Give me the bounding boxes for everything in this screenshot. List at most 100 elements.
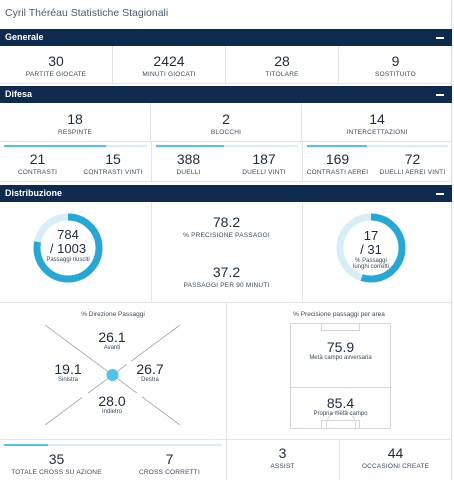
- stat-label: Propria metà campo: [313, 411, 368, 417]
- lunghi-value: 17: [363, 228, 379, 243]
- stat-label: Sinistra: [57, 377, 78, 383]
- progress-bar-aerei: [307, 145, 368, 147]
- stat-label: OCCASIONI CREATE: [361, 463, 430, 470]
- collapse-icon[interactable]: [436, 94, 444, 96]
- stat-value: 37.2: [212, 264, 241, 280]
- dir-destra: 26.7 Destra: [127, 361, 173, 383]
- stat-value: 187: [252, 151, 276, 167]
- stat-cross-corretti: 7 CROSS CORRETTI: [113, 451, 226, 476]
- stat-value: 15: [105, 151, 121, 167]
- donut-lunghi-text: 17 / 31 % Passaggi lunghi corretti: [336, 228, 406, 271]
- donut-lunghi: [336, 213, 406, 283]
- stat-label: PARTITE GIOCATE: [25, 71, 87, 78]
- section-header-distribuzione[interactable]: Distribuzione: [0, 185, 452, 202]
- section-title: Generale: [5, 32, 44, 42]
- stat-label: DUELLI: [176, 169, 201, 176]
- stat-duelli-aerei-vinti: 72 DUELLI AEREI VINTI: [373, 151, 452, 176]
- donut-chart: [336, 213, 406, 283]
- stat-label: CONTRASTI AEREI: [306, 169, 369, 176]
- stat-label: Metà campo avversaria: [309, 355, 372, 361]
- stat-value: 19.1: [54, 361, 82, 377]
- stat-value: 78.2: [212, 214, 241, 230]
- pitch-box-top: [321, 323, 360, 331]
- divider: [0, 181, 452, 182]
- stat-label: SOSTITUITO: [375, 71, 416, 78]
- stat-label: Indietro: [101, 409, 122, 415]
- stat-value: 388: [176, 151, 201, 167]
- stat-intercettazioni: 14 INTERCETTAZIONI: [302, 103, 452, 142]
- progress-track: [4, 444, 222, 446]
- donut-chart: [33, 213, 103, 283]
- stat-value: 21: [29, 151, 46, 167]
- pitch-midline: [291, 387, 390, 388]
- passaggi-total: / 1003: [49, 241, 87, 256]
- section-header-difesa[interactable]: Difesa: [0, 86, 452, 103]
- collapse-icon[interactable]: [436, 37, 444, 39]
- area-title: % Precisione passaggi per area: [293, 311, 385, 318]
- dir-avanti: 26.1 Avanti: [82, 329, 142, 351]
- pitch-diagram: [290, 323, 391, 430]
- dir-indietro: 28.0 Indietro: [82, 393, 142, 415]
- direzione-title: % Direzione Passaggi: [81, 311, 145, 318]
- stat-label: Destra: [141, 377, 159, 383]
- stat-label: DUELLI AEREI VINTI: [379, 169, 446, 176]
- stat-respinte: 18 RESPINTE: [0, 103, 151, 142]
- passaggi-label: Passaggi riusciti: [46, 257, 90, 263]
- stat-duelli: 388 DUELLI: [151, 151, 226, 176]
- lunghi-total: / 31: [360, 242, 382, 257]
- stat-label: DUELLI VINTI: [242, 169, 286, 176]
- stat-partite: 30 PARTITE GIOCATE: [0, 46, 113, 84]
- stat-titolare: 28 TITOLARE: [226, 46, 339, 84]
- stat-label: PASSAGGI PER 90 MINUTI: [183, 282, 270, 289]
- donut-arc: [33, 213, 103, 283]
- divider: [302, 202, 303, 302]
- stat-value: 18: [67, 111, 83, 127]
- stat-duelli-vinti: 187 DUELLI VINTI: [226, 151, 302, 176]
- stat-contrasti: 21 CONTRASTI: [0, 151, 75, 176]
- stat-value: 26.1: [98, 329, 126, 345]
- section-title: Difesa: [5, 89, 33, 99]
- stat-value: 7: [165, 451, 174, 467]
- stat-per90: 37.2 PASSAGGI PER 90 MINUTI: [151, 264, 302, 289]
- progress-bar-duelli: [156, 145, 225, 147]
- stat-value: 3: [278, 445, 287, 461]
- stat-label: CONTRASTI: [17, 169, 58, 176]
- stat-contrasti-aerei: 169 CONTRASTI AEREI: [302, 151, 373, 176]
- area-propria: 85.4 Propria metà campo: [290, 395, 391, 417]
- stat-label: CROSS CORRETTI: [139, 469, 200, 476]
- stat-value: 9: [391, 53, 400, 69]
- stat-label: Avanti: [103, 345, 121, 351]
- stat-value: 169: [325, 151, 350, 167]
- progress-track: [307, 145, 448, 147]
- stat-value: 75.9: [326, 339, 355, 355]
- collapse-icon[interactable]: [436, 193, 444, 195]
- stat-value: 26.7: [136, 361, 164, 377]
- stat-value: 30: [48, 53, 64, 69]
- stat-label: RESPINTE: [57, 129, 93, 136]
- stat-label: INTERCETTAZIONI: [346, 129, 408, 136]
- stat-label: ASSIST: [270, 463, 295, 470]
- stat-value: 72: [404, 151, 421, 167]
- stat-assist: 3 ASSIST: [226, 445, 339, 470]
- divider: [302, 142, 303, 182]
- stat-label: % PRECISIONE PASSAGGI: [183, 232, 270, 239]
- donut-arc: [336, 213, 406, 283]
- dir-sinistra: 19.1 Sinistra: [45, 361, 91, 383]
- section-header-generale[interactable]: Generale: [0, 29, 452, 46]
- stat-precisione: 78.2 % PRECISIONE PASSAGGI: [151, 214, 302, 239]
- direzione-diagram: [45, 325, 180, 425]
- stat-minuti: 2424 MINUTI GIOCATI: [113, 46, 226, 84]
- divider: [339, 440, 340, 480]
- progress-bar-contrasti: [4, 145, 107, 147]
- stat-value: 28: [274, 53, 290, 69]
- stat-label: TITOLARE: [265, 71, 299, 78]
- stat-label: CONTRASTI VINTI: [83, 169, 143, 176]
- divider: [226, 302, 227, 480]
- center-dot: [106, 369, 119, 381]
- stat-value: 85.4: [326, 395, 355, 411]
- divider: [0, 439, 452, 440]
- stat-label: BLOCCHI: [210, 129, 242, 136]
- stat-value: 2: [222, 111, 230, 127]
- divider: [151, 202, 152, 302]
